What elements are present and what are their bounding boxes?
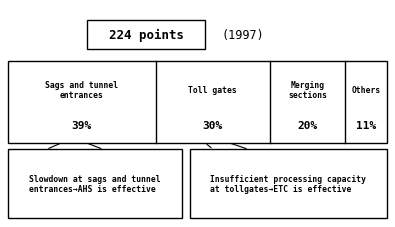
Text: 224 points: 224 points [109, 29, 184, 42]
Text: (1997): (1997) [221, 29, 264, 42]
Text: 11%: 11% [356, 120, 376, 130]
FancyBboxPatch shape [87, 20, 205, 50]
Text: 20%: 20% [297, 120, 318, 130]
Text: Others: Others [352, 85, 381, 94]
FancyBboxPatch shape [8, 150, 182, 218]
Text: Merging
sections: Merging sections [288, 80, 327, 100]
Text: 30%: 30% [203, 120, 223, 130]
Text: Insufficient processing capacity
at tollgates→ETC is effective: Insufficient processing capacity at toll… [211, 174, 366, 194]
Text: Toll gates: Toll gates [188, 85, 237, 94]
FancyBboxPatch shape [8, 61, 387, 143]
Text: 39%: 39% [72, 120, 92, 130]
Text: Slowdown at sags and tunnel
entrances→AHS is effective: Slowdown at sags and tunnel entrances→AH… [29, 174, 161, 194]
FancyBboxPatch shape [190, 150, 387, 218]
Text: Sags and tunnel
entrances: Sags and tunnel entrances [45, 80, 118, 100]
